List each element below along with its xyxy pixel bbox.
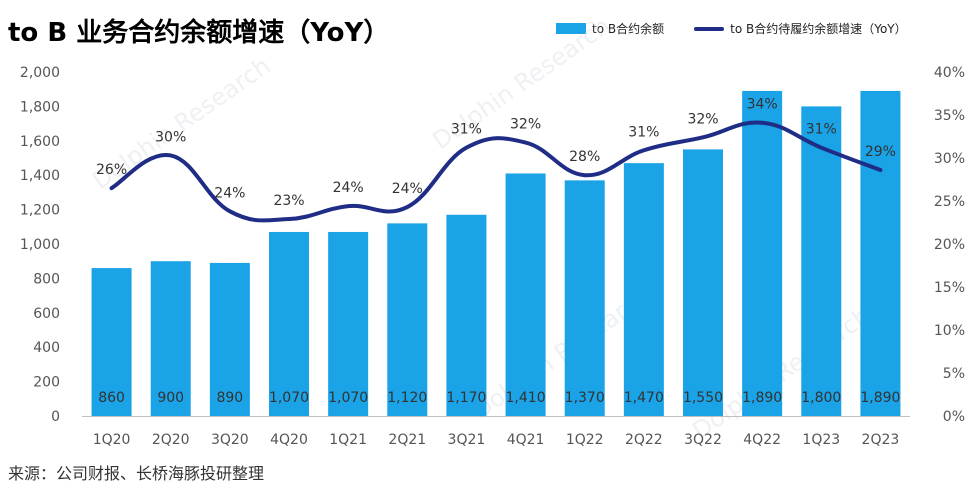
line-value-label: 34% [747,97,778,113]
x-tick-label: 4Q22 [743,432,781,448]
y-axis-right: 0% 5% 10% 15% 20% 25% 30% 35% 40% [934,65,965,425]
bar-value-label: 1,370 [565,390,605,406]
y-right-tick-label: 30% [934,151,965,167]
bar-value-label: 1,120 [387,390,427,406]
bar [387,223,428,416]
bar [446,214,487,416]
line-value-label: 24% [214,185,245,201]
source-note: 来源：公司财报、长桥海豚投研整理 [8,464,265,483]
line-value-label: 31% [806,122,837,138]
legend-bar-swatch [556,23,586,34]
y-left-tick-label: 800 [33,271,60,287]
x-tick-label: 3Q21 [448,432,486,448]
bar [505,173,546,416]
y-left-tick-label: 1,600 [20,134,60,150]
line-value-label: 30% [155,129,186,145]
x-tick-label: 4Q20 [270,432,308,448]
x-axis: 1Q20 2Q20 3Q20 4Q20 1Q21 2Q21 3Q21 4Q21 1Q22 2Q22… [82,416,910,448]
y-left-tick-label: 1,200 [20,203,60,219]
line-series [109,120,883,223]
y-right-tick-label: 40% [934,65,965,81]
legend-line-label: to B合约待履约余额增速（YoY） [730,22,907,36]
bar [209,262,250,416]
line-value-label: 31% [628,124,659,140]
x-tick-label: 2Q22 [625,432,663,448]
y-right-tick-label: 0% [943,409,965,425]
bar [801,106,842,417]
bar-value-label: 1,070 [328,390,368,406]
chart-title: to B 业务合约余额增速（YoY） [8,18,390,48]
bar-value-label: 890 [216,390,243,406]
y-left-tick-label: 2,000 [20,65,60,81]
line-value-label: 26% [96,162,127,178]
line-value-label: 23% [273,193,304,209]
bar [623,163,664,416]
y-right-tick-label: 5% [943,366,965,382]
y-right-tick-label: 20% [934,237,965,253]
bar [91,268,132,416]
bar-value-label: 1,410 [506,390,546,406]
x-tick-label: 1Q20 [93,432,131,448]
line-path [109,120,883,223]
line-value-label: 31% [451,122,482,138]
line-value-label: 32% [510,117,541,133]
x-tick-label: 4Q21 [507,432,545,448]
y-right-tick-label: 35% [934,108,965,124]
bar-value-label: 860 [98,390,125,406]
y-left-tick-label: 200 [33,375,60,391]
x-tick-label: 1Q21 [329,432,367,448]
bar-value-label: 1,550 [683,390,723,406]
x-tick-label: 2Q20 [152,432,190,448]
x-tick-label: 1Q23 [802,432,840,448]
y-left-tick-label: 1,400 [20,168,60,184]
bar-series [91,90,901,417]
x-tick-label: 3Q22 [684,432,722,448]
y-left-tick-label: 400 [33,340,60,356]
bar [328,231,369,416]
bar-value-label: 1,070 [269,390,309,406]
bar-labels: 860 900 890 1,070 1,070 1,120 1,170 1,410 1,370 1… [98,390,900,406]
y-left-tick-label: 1,000 [20,237,60,253]
line-value-label: 28% [569,149,600,165]
line-value-label: 32% [687,111,718,127]
x-tick-label: 1Q22 [566,432,604,448]
y-right-tick-label: 10% [934,323,965,339]
line-value-label: 24% [392,181,423,197]
bar-value-label: 1,470 [624,390,664,406]
x-tick-label: 2Q21 [388,432,426,448]
x-tick-label: 2Q23 [862,432,900,448]
bar [269,231,309,416]
line-value-label: 29% [865,144,896,160]
bar-value-label: 1,890 [742,390,782,406]
bar [860,90,901,417]
y-left-tick-label: 600 [33,306,60,322]
bar-value-label: 1,170 [446,390,486,406]
bar [150,261,191,416]
x-tick-label: 3Q20 [211,432,249,448]
legend-line-swatch [694,26,725,31]
y-right-tick-label: 15% [934,280,965,296]
bar [564,180,605,416]
y-left-tick-label: 0 [51,409,60,425]
bar-value-label: 1,890 [860,390,900,406]
line-value-label: 24% [333,180,364,196]
bar [742,90,783,417]
bar-value-label: 900 [157,390,184,406]
bar-value-label: 1,800 [801,390,841,406]
y-left-tick-label: 1,800 [20,99,60,115]
legend: to B合约余额 to B合约待履约余额增速（YoY） [556,20,907,37]
bar [683,149,723,416]
line-labels: 26% 30% 24% 23% 24% 24% 31% 32% 28% 31% 32% 34% 31% 2… [96,97,896,209]
y-axis-left: 0 200 400 600 800 1,000 1,200 1,400 1,600 1,800 2,… [20,65,60,425]
legend-bar-label: to B合约余额 [592,22,665,36]
y-right-tick-label: 25% [934,194,965,210]
